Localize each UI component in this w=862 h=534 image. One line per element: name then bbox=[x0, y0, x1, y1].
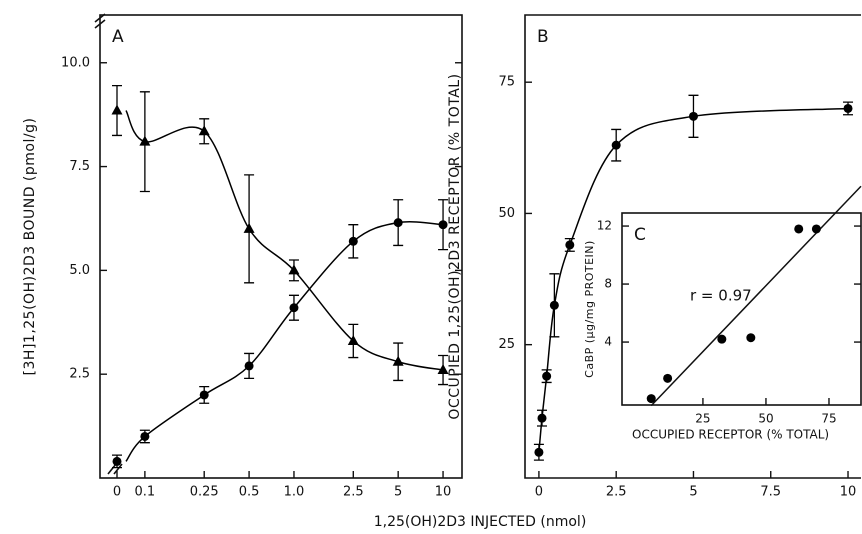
circle-marker bbox=[140, 431, 150, 441]
circle-marker bbox=[244, 361, 254, 371]
triangle-marker bbox=[243, 222, 255, 233]
circle-marker bbox=[646, 394, 656, 404]
circle-marker bbox=[611, 140, 621, 150]
panel-label: A bbox=[112, 27, 124, 47]
circle-marker bbox=[534, 447, 544, 457]
x-tick-label: 50 bbox=[758, 412, 773, 426]
regression-line bbox=[650, 185, 862, 407]
circle-marker bbox=[746, 333, 756, 343]
y-tick-label: 12 bbox=[597, 219, 612, 233]
inset-background bbox=[622, 213, 861, 405]
circle-marker bbox=[438, 220, 448, 230]
triangle-marker bbox=[139, 135, 151, 146]
triangle-marker bbox=[347, 334, 359, 345]
x-tick-label: 5 bbox=[689, 485, 697, 500]
x-axis-label: 1,25(OH)2D3 INJECTED (nmol) bbox=[374, 514, 587, 530]
y-tick-label: 4 bbox=[604, 335, 612, 349]
y-tick-label: 50 bbox=[498, 206, 515, 221]
x-axis-label: OCCUPIED RECEPTOR (% TOTAL) bbox=[632, 428, 829, 442]
triangle-marker bbox=[198, 125, 210, 136]
y-tick-label: 7.5 bbox=[69, 159, 90, 174]
y-tick-label: 10.0 bbox=[61, 55, 90, 70]
x-tick-label: 25 bbox=[695, 412, 710, 426]
fit-curve bbox=[125, 220, 444, 462]
fit-curve bbox=[125, 110, 444, 371]
circle-marker bbox=[663, 373, 673, 383]
y-tick-label: 2.5 bbox=[69, 367, 90, 382]
triangle-marker bbox=[437, 364, 449, 375]
x-tick-label: 10 bbox=[840, 485, 857, 500]
circle-marker bbox=[717, 334, 727, 344]
axis-break bbox=[107, 463, 123, 475]
circle-marker bbox=[393, 218, 403, 228]
plot-frame bbox=[621, 212, 862, 406]
x-tick-label: 0.25 bbox=[190, 485, 219, 500]
circle-marker bbox=[843, 103, 853, 113]
y-axis-label: CaBP (μg/mg PROTEIN) bbox=[583, 240, 596, 378]
circle-marker bbox=[794, 224, 804, 234]
y-tick-label: 5.0 bbox=[69, 263, 90, 278]
x-tick-label: 0.5 bbox=[239, 485, 260, 500]
circle-marker bbox=[549, 300, 559, 310]
circle-marker bbox=[199, 390, 209, 400]
circle-marker bbox=[537, 413, 547, 423]
x-tick-label: 1.0 bbox=[284, 485, 305, 500]
circle-marker bbox=[811, 224, 821, 234]
circle-marker bbox=[289, 303, 299, 313]
triangle-marker bbox=[392, 355, 404, 366]
y-tick-label: 25 bbox=[498, 337, 515, 352]
x-tick-label: 5 bbox=[394, 485, 402, 500]
x-tick-label: 10 bbox=[435, 485, 452, 500]
circle-marker bbox=[565, 240, 575, 250]
x-tick-label: 0 bbox=[113, 485, 121, 500]
y-tick-label: 75 bbox=[498, 75, 515, 90]
x-tick-label: 2.5 bbox=[606, 485, 627, 500]
circle-marker bbox=[688, 111, 698, 121]
annotation: r = 0.97 bbox=[690, 287, 752, 305]
y-axis-label: OCCUPIED 1,25(OH)2D3 RECEPTOR (% TOTAL) bbox=[447, 73, 463, 419]
circle-marker bbox=[112, 456, 122, 466]
panel-label: B bbox=[537, 27, 549, 47]
triangle-marker bbox=[288, 264, 300, 275]
x-tick-label: 2.5 bbox=[343, 485, 364, 500]
circle-marker bbox=[542, 371, 552, 381]
x-tick-label: 0.1 bbox=[135, 485, 156, 500]
panel-label: C bbox=[634, 225, 646, 245]
x-tick-label: 75 bbox=[821, 412, 836, 426]
circle-marker bbox=[348, 236, 358, 246]
y-axis-label: [3H]1,25(OH)2D3 BOUND (pmol/g) bbox=[22, 118, 38, 376]
triangle-marker bbox=[111, 104, 123, 115]
x-tick-label: 7.5 bbox=[760, 485, 781, 500]
y-tick-label: 8 bbox=[604, 277, 612, 291]
x-tick-label: 0 bbox=[535, 485, 543, 500]
plot-frame bbox=[99, 14, 463, 479]
